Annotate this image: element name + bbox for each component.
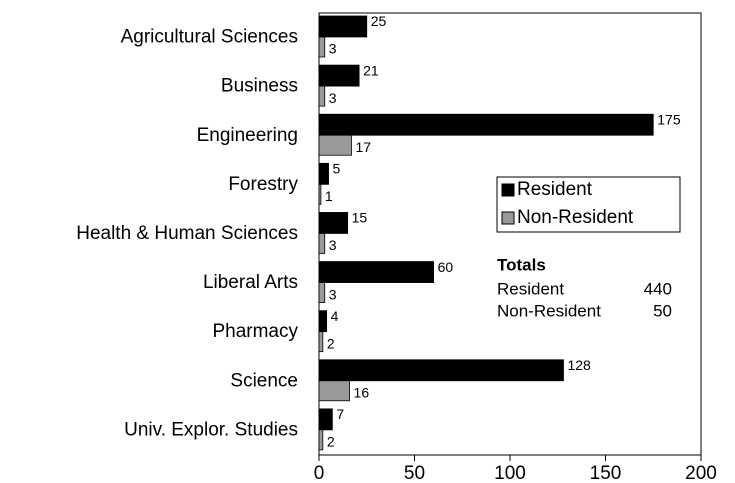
category-label: Liberal Arts [203,272,298,293]
bar [318,380,350,402]
totals-label: Resident [497,279,564,298]
data-label: 21 [363,62,379,78]
x-tick-label: 150 [590,463,622,483]
bar [318,261,434,283]
legend-label: Resident [517,179,593,200]
data-label: 25 [371,13,387,29]
bar [318,310,328,333]
bar [318,233,326,254]
bar [318,15,368,38]
data-label: 2 [327,434,335,450]
bar [318,212,349,234]
bar [318,64,360,87]
data-label: 3 [329,286,337,302]
data-label: 16 [354,384,370,400]
bar [318,429,324,451]
bar [318,331,324,353]
legend-label: Non-Resident [517,207,634,228]
totals-value: 440 [644,279,672,298]
bar [318,162,329,185]
data-label: 3 [329,41,337,57]
bar [318,408,333,431]
category-label: Health & Human Sciences [76,223,298,244]
bar [318,183,322,205]
category-label: Business [221,76,298,97]
data-label: 60 [438,259,454,275]
x-tick-label: 200 [685,463,717,483]
totals-value: 50 [653,301,672,320]
bar [318,85,326,107]
bar [318,113,654,136]
data-label: 128 [567,357,591,373]
plot-frame [318,12,702,456]
x-tick-label: 0 [314,463,325,483]
data-label: 17 [355,139,371,155]
legend-swatch [501,183,515,197]
category-label: Science [230,370,298,391]
bar [318,36,326,58]
totals-title: Totals [497,255,546,274]
x-tick-label: 100 [494,463,526,483]
data-label: 3 [329,237,337,253]
x-tick-label: 50 [404,463,425,483]
data-label: 2 [327,335,335,351]
bar [318,359,564,382]
legend-box [496,176,681,233]
data-label: 4 [331,308,339,324]
category-label: Forestry [228,174,298,195]
data-label: 3 [329,90,337,106]
category-label: Univ. Explor. Studies [124,419,298,440]
data-label: 15 [352,210,368,226]
totals-label: Non-Resident [497,301,601,320]
data-label: 5 [333,161,341,177]
category-label: Engineering [197,125,298,146]
category-label: Agricultural Sciences [121,27,298,48]
legend-swatch [501,211,515,225]
category-label: Pharmacy [212,321,298,342]
bar [318,282,326,303]
data-label: 175 [657,111,681,127]
data-label: 7 [336,406,344,422]
bar [318,134,352,156]
data-label: 1 [325,188,333,204]
